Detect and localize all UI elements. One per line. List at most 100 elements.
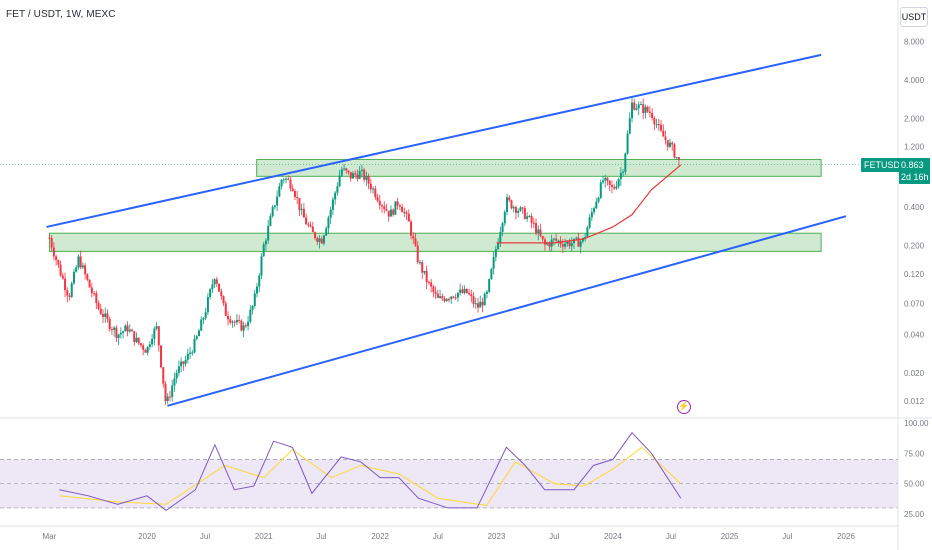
price-tick-label: 0.040 (904, 330, 925, 339)
candle-body (343, 168, 346, 170)
candle-body (588, 217, 591, 228)
candle-body (349, 172, 352, 179)
candle-body (434, 291, 437, 294)
candle-body (356, 174, 359, 179)
candle-body (517, 210, 520, 213)
candle-body (657, 124, 660, 126)
candle-body (122, 331, 125, 333)
candle-body (90, 287, 93, 294)
candle-body (325, 228, 328, 236)
candle-body (519, 207, 522, 211)
candle-body (439, 296, 442, 298)
candle-body (378, 200, 381, 206)
candle-body (311, 226, 314, 233)
candle-body (93, 293, 96, 295)
candle-body (115, 327, 118, 338)
candle-body (229, 319, 232, 323)
candle-body (258, 275, 261, 287)
time-tick-label: Mar (43, 532, 57, 541)
rsi-tick-label: 50.00 (904, 480, 925, 489)
candle-body (470, 294, 473, 297)
candle-body (327, 217, 330, 229)
candle-body (463, 288, 466, 293)
candle-body (512, 207, 515, 209)
channel-lower-line (167, 215, 847, 407)
candle-body (226, 315, 229, 320)
candle-body (249, 309, 252, 322)
candle-body (218, 283, 221, 292)
candle-body (506, 197, 509, 212)
candle-body (110, 329, 113, 331)
candle-body (532, 222, 535, 224)
candle-body (318, 238, 321, 242)
candle-body (191, 352, 194, 354)
candle-body (521, 207, 524, 209)
candle-body (443, 298, 446, 301)
candle-body (128, 329, 131, 332)
candle-body (224, 303, 227, 316)
candle-body (401, 206, 404, 213)
candle-body (405, 212, 408, 214)
candle-body (385, 209, 388, 211)
candle-body (206, 297, 209, 313)
candle-body (546, 243, 549, 245)
candle-body (68, 295, 71, 297)
candle-body (564, 243, 567, 247)
candle-body (148, 344, 151, 347)
price-tick-label: 0.200 (904, 242, 925, 251)
candle-body (296, 197, 299, 199)
flash-icon[interactable]: ⚡ (677, 400, 691, 414)
candle-body (269, 216, 272, 226)
candle-body (631, 102, 634, 119)
rsi-line (59, 431, 682, 511)
candle-body (137, 337, 140, 344)
candle-body (131, 329, 134, 332)
candle-body (101, 314, 104, 317)
rsi-pane (0, 431, 898, 511)
candle-body (320, 238, 323, 244)
candle-body (543, 239, 546, 245)
candle-body (427, 282, 430, 284)
candle-body (416, 245, 419, 263)
candle-body (639, 104, 642, 106)
time-axis[interactable]: Mar 2020 Jul 2021 Jul 2022 Jul 2023 Jul 2024 Jul 20… (0, 525, 898, 541)
time-tick-label: Jul (782, 532, 792, 541)
ticker-label: FETUSDT (861, 158, 909, 172)
candle-body (106, 313, 109, 319)
candle-body (653, 118, 656, 125)
candle-body (432, 286, 435, 292)
candle-body (662, 130, 665, 137)
candle-body (450, 296, 453, 300)
candle-body (162, 367, 165, 384)
candle-body (182, 361, 185, 364)
candle-body (472, 296, 475, 304)
candle-body (526, 216, 529, 219)
candle-body (664, 136, 667, 140)
candle-body (677, 157, 680, 160)
candle-body (508, 197, 511, 201)
candle-body (119, 332, 122, 335)
last-price-value: 0.863 (901, 160, 924, 170)
candle-body (139, 343, 142, 346)
candle-body (173, 378, 176, 386)
candle-body (104, 313, 107, 317)
candle-body (503, 211, 506, 224)
rsi-ma-line (59, 446, 682, 507)
time-tick-label: 2021 (255, 532, 273, 541)
candle-body (461, 289, 464, 293)
candle-body (238, 319, 241, 321)
candle-body (276, 196, 279, 206)
time-tick-label: 2020 (138, 532, 156, 541)
candle-body (146, 346, 149, 353)
candle-body (57, 260, 60, 265)
candle-body (133, 331, 136, 343)
candle-body (300, 208, 303, 211)
candle-body (387, 210, 390, 217)
candle-body (251, 305, 254, 310)
candle-body (633, 102, 636, 110)
candle-body (334, 192, 337, 200)
price-axis[interactable]: 8.000 4.000 2.000 1.200 0.400 0.200 0.120 0.070… (897, 0, 925, 550)
currency-button[interactable]: USDT (900, 7, 928, 27)
time-tick-label: Jul (666, 532, 676, 541)
